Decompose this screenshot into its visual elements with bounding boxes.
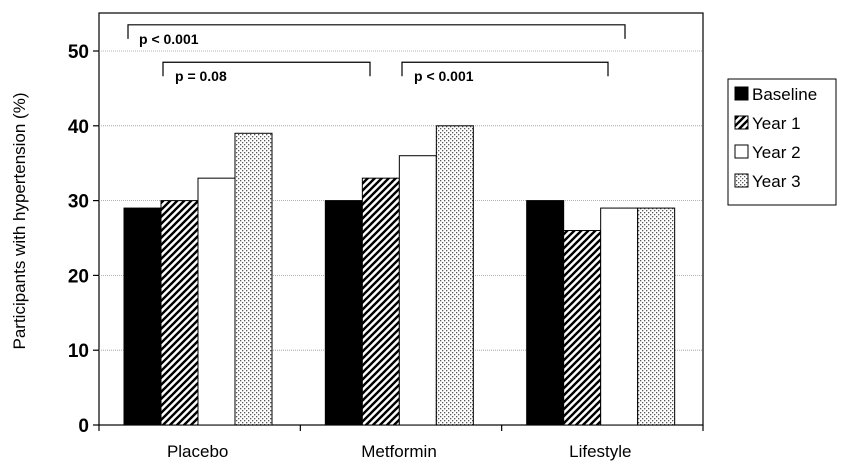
y-tick-label: 10 [68, 341, 89, 362]
legend: Baseline Year 1 Year 2 Year 3 [727, 78, 837, 206]
significance-label: p = 0.08 [175, 68, 227, 84]
y-tick-label: 20 [68, 266, 89, 287]
x-axis: Placebo Metformin Lifestyle [98, 425, 704, 461]
bar-metformin-year-1 [361, 177, 400, 426]
significance-label: p < 0.001 [139, 31, 199, 47]
x-category-label: Lifestyle [569, 442, 631, 461]
bar-placebo-year-1 [160, 200, 199, 426]
legend-swatch [734, 173, 749, 188]
x-category-label: Placebo [167, 442, 228, 461]
significance-annotations: p < 0.001 p = 0.08 p < 0.001 [127, 24, 626, 84]
bar-placebo-baseline [123, 207, 162, 426]
bar-metformin-year-3 [435, 125, 474, 426]
y-axis: 0 10 20 30 40 50 [68, 42, 99, 437]
x-category-label: Metformin [361, 442, 437, 461]
significance-bracket [127, 24, 626, 39]
y-tick-label: 40 [68, 117, 89, 138]
significance-bracket [162, 61, 371, 77]
legend-swatch [734, 86, 749, 101]
significance-label: p < 0.001 [414, 68, 474, 84]
significance-bracket [401, 61, 609, 77]
legend-swatch [734, 115, 749, 130]
bars [123, 125, 676, 426]
legend-label: Year 1 [752, 114, 801, 133]
legend-label: Year 2 [752, 143, 801, 162]
bar-lifestyle-year-3 [637, 207, 676, 426]
y-tick-label: 50 [68, 42, 89, 63]
y-tick-label: 0 [78, 416, 89, 437]
legend-swatch [734, 144, 749, 159]
legend-label: Baseline [752, 85, 817, 104]
legend-label: Year 3 [752, 172, 801, 191]
bar-metformin-baseline [324, 200, 363, 426]
bar-placebo-year-3 [234, 132, 273, 426]
y-tick-label: 30 [68, 192, 89, 213]
bar-placebo-year-2 [197, 177, 236, 426]
bar-lifestyle-baseline [526, 200, 565, 426]
y-axis-title: Participants with hypertension (%) [10, 92, 29, 349]
bar-lifestyle-year-1 [563, 230, 602, 426]
bar-lifestyle-year-2 [600, 207, 639, 426]
bar-metformin-year-2 [398, 155, 437, 426]
